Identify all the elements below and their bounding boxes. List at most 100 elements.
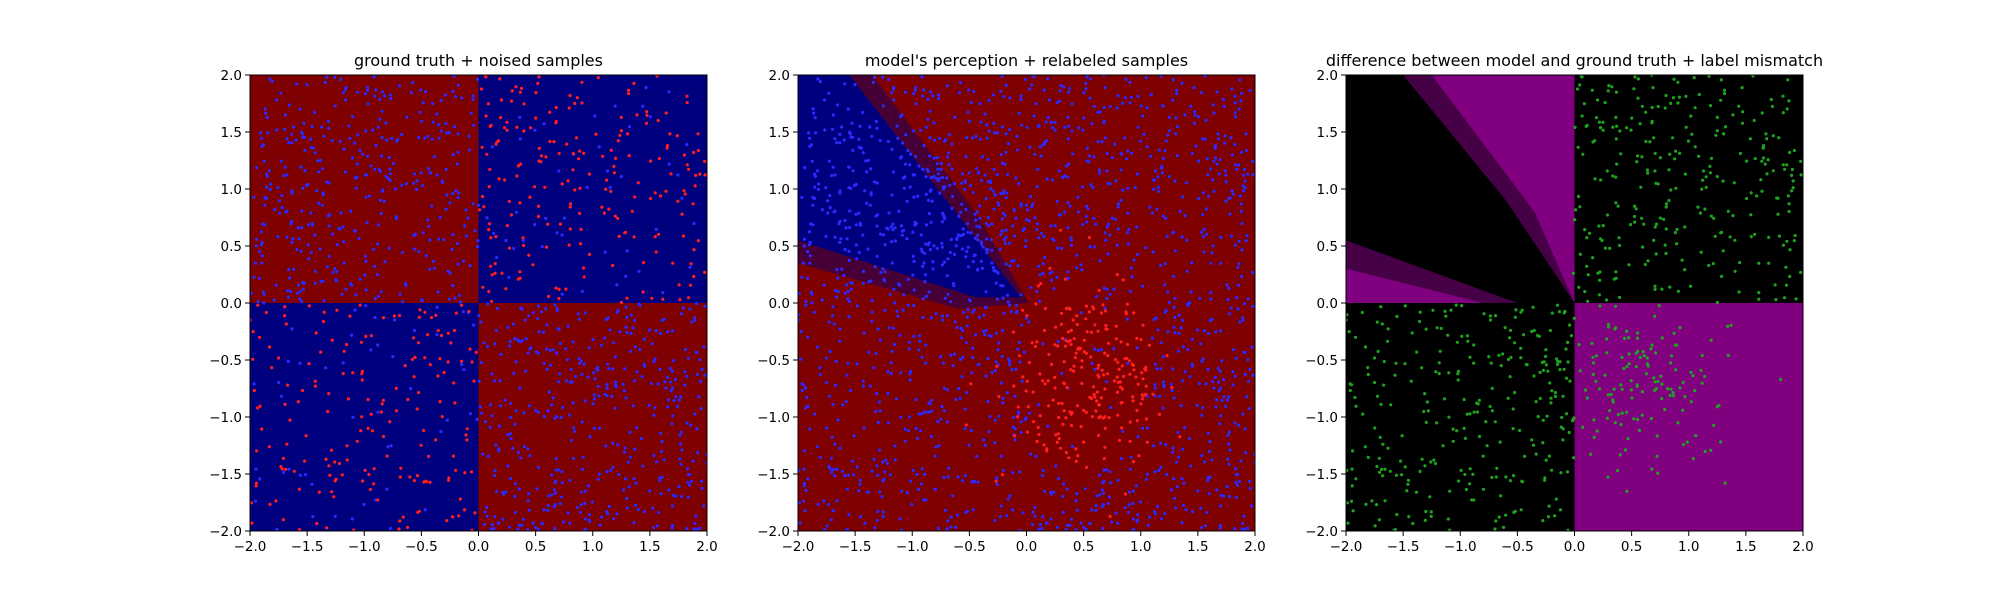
scatter-point xyxy=(476,245,480,249)
scatter-point xyxy=(624,274,628,278)
scatter-point xyxy=(1709,448,1713,452)
scatter-point xyxy=(1066,175,1070,179)
scatter-point xyxy=(1666,387,1670,391)
scatter-point xyxy=(855,465,859,469)
scatter-point xyxy=(1578,252,1582,256)
scatter-point xyxy=(1381,474,1385,478)
scatter-point xyxy=(1562,367,1566,371)
scatter-point xyxy=(833,173,837,177)
scatter-point xyxy=(1230,153,1234,157)
scatter-point xyxy=(677,484,681,489)
scatter-point xyxy=(644,121,649,125)
scatter-point xyxy=(419,443,423,447)
scatter-point xyxy=(901,308,905,312)
y-tick-label: −1.0 xyxy=(209,410,242,426)
scatter-point xyxy=(573,188,577,192)
scatter-point xyxy=(1691,457,1695,461)
scatter-point xyxy=(1379,402,1383,406)
scatter-point xyxy=(685,143,689,147)
scatter-point xyxy=(642,510,647,514)
scatter-point xyxy=(416,341,421,345)
scatter-point xyxy=(881,267,885,271)
scatter-point xyxy=(1434,370,1438,374)
scatter-point xyxy=(1036,222,1040,226)
scatter-point xyxy=(851,169,855,173)
scatter-point xyxy=(484,114,488,118)
scatter-point xyxy=(1173,179,1177,183)
scatter-point xyxy=(1092,385,1096,389)
scatter-point xyxy=(969,382,973,386)
scatter-point xyxy=(398,519,402,523)
scatter-point xyxy=(1219,493,1223,497)
scatter-point xyxy=(1655,434,1659,438)
scatter-point xyxy=(886,391,890,396)
scatter-point xyxy=(654,250,658,254)
scatter-point xyxy=(1708,164,1712,168)
scatter-point xyxy=(1632,417,1636,421)
scatter-point xyxy=(1370,499,1374,503)
scatter-point xyxy=(1701,169,1706,173)
scatter-point xyxy=(344,287,348,291)
scatter-point xyxy=(1765,172,1769,176)
scatter-point xyxy=(1037,236,1041,240)
scatter-point xyxy=(1571,271,1575,275)
scatter-point xyxy=(1760,111,1764,115)
scatter-point xyxy=(1799,159,1803,163)
scatter-point xyxy=(1667,168,1671,172)
scatter-point xyxy=(1428,495,1432,499)
scatter-point xyxy=(1015,148,1020,152)
scatter-point xyxy=(1549,401,1553,405)
scatter-point xyxy=(1589,452,1593,456)
scatter-point xyxy=(875,392,879,396)
scatter-point xyxy=(649,196,653,201)
scatter-point xyxy=(260,136,264,140)
scatter-point xyxy=(1422,409,1426,414)
scatter-point xyxy=(974,218,978,222)
scatter-point xyxy=(933,454,937,458)
scatter-point xyxy=(935,246,939,250)
scatter-point xyxy=(274,283,278,287)
scatter-point xyxy=(1059,84,1063,88)
scatter-point xyxy=(642,261,646,265)
scatter-point xyxy=(283,402,287,406)
scatter-point xyxy=(1128,372,1132,376)
scatter-point xyxy=(1171,446,1175,450)
scatter-point xyxy=(833,474,837,478)
scatter-point xyxy=(1000,354,1004,359)
scatter-point xyxy=(597,145,601,149)
scatter-point xyxy=(1242,350,1246,355)
scatter-point xyxy=(983,333,987,337)
scatter-point xyxy=(1002,238,1006,242)
scatter-point xyxy=(667,488,671,492)
scatter-point xyxy=(578,510,583,514)
scatter-point xyxy=(1653,151,1657,155)
scatter-point xyxy=(613,355,617,359)
scatter-point xyxy=(920,250,924,254)
region-top-right xyxy=(1574,75,1803,303)
scatter-point xyxy=(799,330,803,334)
scatter-point xyxy=(571,152,575,156)
scatter-point xyxy=(1074,528,1078,531)
scatter-point xyxy=(1123,492,1128,496)
scatter-point xyxy=(1684,125,1688,129)
scatter-point xyxy=(492,474,496,478)
scatter-point xyxy=(882,477,886,481)
scatter-point xyxy=(1026,208,1030,212)
scatter-point xyxy=(1000,161,1004,165)
scatter-point xyxy=(334,477,338,481)
scatter-point xyxy=(1753,157,1757,161)
scatter-point xyxy=(1002,311,1006,315)
scatter-point xyxy=(838,219,842,223)
scatter-point xyxy=(548,348,552,352)
scatter-point xyxy=(502,126,507,130)
scatter-point xyxy=(921,94,925,98)
scatter-point xyxy=(800,195,804,199)
scatter-point xyxy=(505,128,509,132)
scatter-point xyxy=(808,427,812,431)
scatter-point xyxy=(548,110,552,114)
scatter-point xyxy=(698,358,702,362)
scatter-point xyxy=(951,494,955,498)
scatter-point xyxy=(1726,209,1730,213)
scatter-point xyxy=(824,234,828,239)
scatter-point xyxy=(1067,162,1071,166)
